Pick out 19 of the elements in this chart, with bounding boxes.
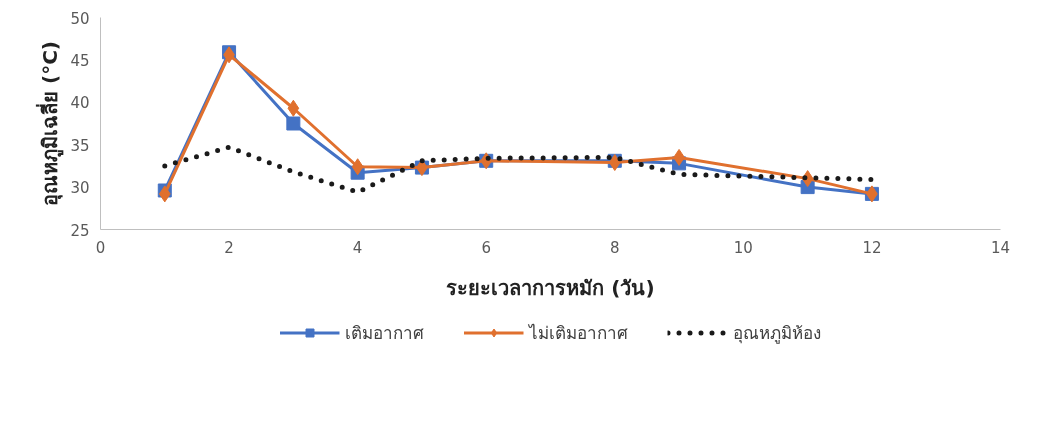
x-axis-title: ระยะเวลาการหมัก (วัน) <box>446 275 655 300</box>
y-tick-label: 50 <box>70 9 90 28</box>
y-tick-label: 45 <box>70 51 90 70</box>
y-tick-label: 35 <box>70 136 90 155</box>
legend-label: ไม่เติมอากาศ <box>528 321 628 345</box>
x-tick-label: 4 <box>352 238 363 257</box>
x-tick-label: 12 <box>862 238 882 257</box>
x-tick-label: 14 <box>990 238 1011 257</box>
y-tick-label: 30 <box>70 179 90 198</box>
y-tick-label: 40 <box>70 94 90 113</box>
x-tick-label: 8 <box>610 238 620 257</box>
legend-label: เติมอากาศ <box>344 321 424 345</box>
y-axis-title: อุณหภูมิเฉลี่ย (°C) <box>35 41 65 206</box>
x-tick-label: 10 <box>733 238 753 257</box>
x-tick-label: 2 <box>224 238 234 257</box>
y-tick-label: 25 <box>70 221 90 240</box>
x-tick-label: 0 <box>95 238 106 257</box>
legend-label: อุณหภูมิห้อง <box>732 321 821 346</box>
x-tick-label: 6 <box>481 238 491 257</box>
